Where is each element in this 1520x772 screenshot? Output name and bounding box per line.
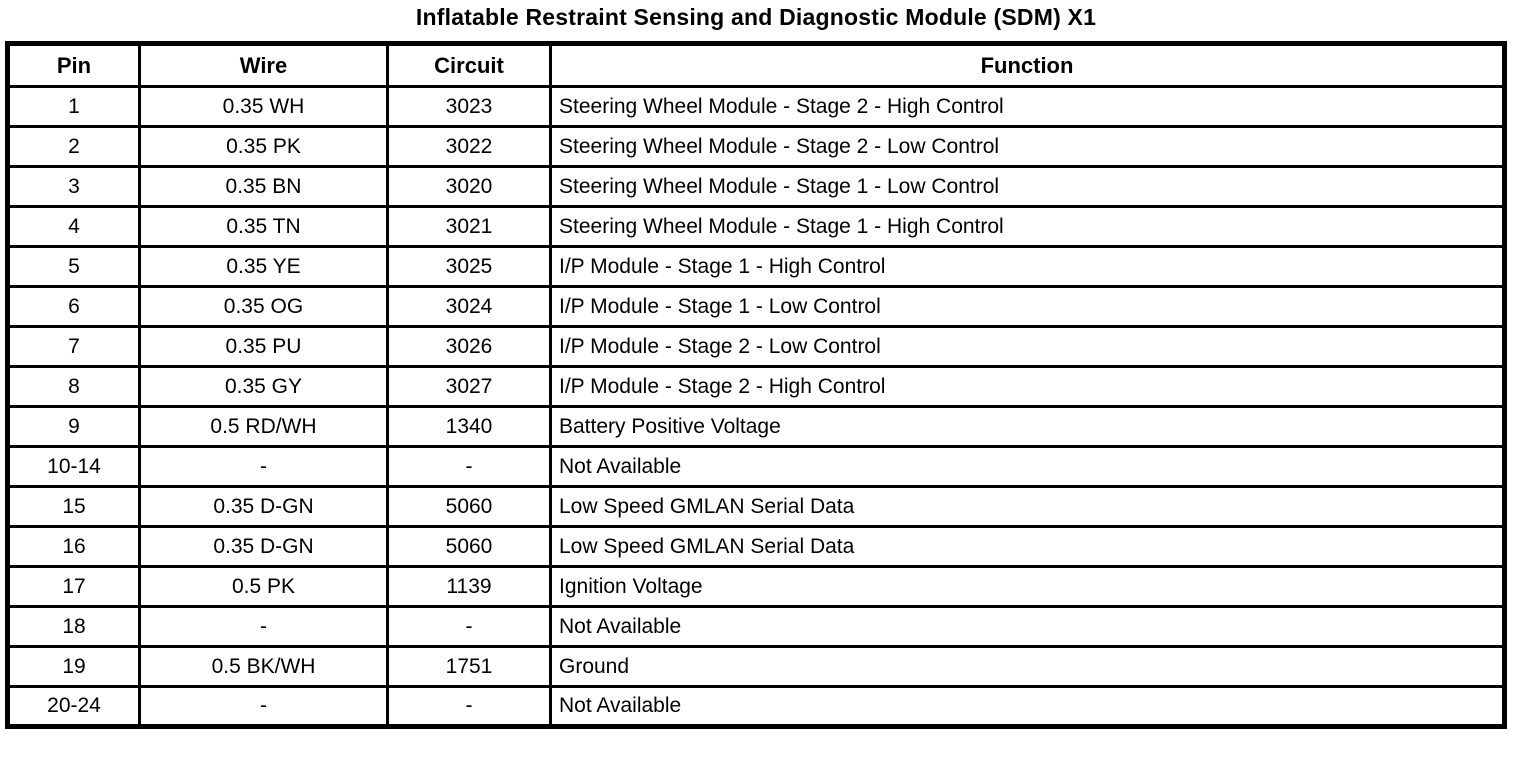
cell-wire: 0.5 BK/WH [138, 645, 389, 688]
cell-wire: 0.35 GY [138, 365, 389, 408]
cell-wire: 0.35 TN [138, 205, 389, 248]
cell-function: Steering Wheel Module - Stage 1 - Low Co… [549, 165, 1506, 208]
cell-wire: 0.35 YE [138, 245, 389, 288]
cell-pin: 9 [6, 405, 141, 448]
cell-wire: 0.35 BN [138, 165, 389, 208]
table-row: 16 0.35 D-GN 5060 Low Speed GMLAN Serial Da… [6, 525, 1506, 568]
cell-circuit: 3027 [386, 365, 552, 408]
cell-function: Low Speed GMLAN Serial Data [549, 485, 1506, 528]
cell-wire: 0.35 D-GN [138, 485, 389, 528]
page-title: Inflatable Restraint Sensing and Diagnos… [415, 4, 1097, 30]
column-header-pin: Pin [6, 42, 141, 88]
cell-circuit: 5060 [386, 525, 552, 568]
cell-function: I/P Module - Stage 1 - High Control [549, 245, 1506, 288]
cell-pin: 10-14 [6, 445, 141, 488]
cell-circuit: 1139 [386, 565, 552, 608]
column-header-wire: Wire [138, 42, 389, 88]
cell-pin: 1 [6, 85, 141, 128]
cell-circuit: 3020 [386, 165, 552, 208]
table-row: 2 0.35 PK 3022 Steering Wheel Module - Stag… [6, 125, 1506, 168]
cell-wire: - [138, 445, 389, 488]
cell-function: Ground [549, 645, 1506, 688]
cell-function: I/P Module - Stage 2 - Low Control [549, 325, 1506, 368]
cell-pin: 19 [6, 645, 141, 688]
cell-wire: - [138, 685, 389, 728]
cell-circuit: 3023 [386, 85, 552, 128]
table-header-row: Pin Wire Circuit Function [6, 42, 1506, 88]
table-row: 3 0.35 BN 3020 Steering Wheel Module - Stag… [6, 165, 1506, 208]
cell-wire: 0.35 PK [138, 125, 389, 168]
table-row: 1 0.35 WH 3023 Steering Wheel Module - Stag… [6, 85, 1506, 128]
cell-circuit: 3022 [386, 125, 552, 168]
table-row: 8 0.35 GY 3027 I/P Module - Stage 2 - High … [6, 365, 1506, 408]
table-row: 10-14- - Not Available [6, 445, 1506, 488]
cell-pin: 5 [6, 245, 141, 288]
cell-wire: 0.5 PK [138, 565, 389, 608]
table-row: 4 0.35 TN 3021 Steering Wheel Module - Stag… [6, 205, 1506, 248]
cell-pin: 4 [6, 205, 141, 248]
cell-pin: 17 [6, 565, 141, 608]
table-row: 9 0.5 RD/WH 1340 Battery Positive Voltage [6, 405, 1506, 448]
table-body: 1 0.35 WH 3023 Steering Wheel Module - Stag… [6, 85, 1506, 728]
table-row: 15 0.35 D-GN 5060 Low Speed GMLAN Serial Da… [6, 485, 1506, 528]
cell-function: Not Available [549, 685, 1506, 728]
cell-pin: 3 [6, 165, 141, 208]
cell-pin: 18 [6, 605, 141, 648]
cell-wire: - [138, 605, 389, 648]
cell-function: Battery Positive Voltage [549, 405, 1506, 448]
cell-function: Ignition Voltage [549, 565, 1506, 608]
cell-wire: 0.5 RD/WH [138, 405, 389, 448]
cell-function: Steering Wheel Module - Stage 1 - High C… [549, 205, 1506, 248]
table-row: 5 0.35 YE 3025 I/P Module - Stage 1 - High … [6, 245, 1506, 288]
cell-circuit: - [386, 685, 552, 728]
table-row: 18- - Not Available [6, 605, 1506, 648]
cell-circuit: 3025 [386, 245, 552, 288]
cell-function: I/P Module - Stage 1 - Low Control [549, 285, 1506, 328]
cell-wire: 0.35 WH [138, 85, 389, 128]
cell-pin: 8 [6, 365, 141, 408]
table-row: 19 0.5 BK/WH 1751 Ground [6, 645, 1506, 688]
cell-circuit: 1340 [386, 405, 552, 448]
cell-function: Low Speed GMLAN Serial Data [549, 525, 1506, 568]
cell-circuit: 3021 [386, 205, 552, 248]
table-row: 20-24- - Not Available [6, 685, 1506, 728]
cell-circuit: 5060 [386, 485, 552, 528]
cell-pin: 7 [6, 325, 141, 368]
cell-pin: 6 [6, 285, 141, 328]
cell-function: Not Available [549, 605, 1506, 648]
cell-circuit: - [386, 605, 552, 648]
column-header-function: Function [549, 42, 1506, 88]
cell-circuit: 3024 [386, 285, 552, 328]
table-row: 17 0.5 PK 1139 Ignition Voltage [6, 565, 1506, 608]
cell-function: Steering Wheel Module - Stage 2 - High C… [549, 85, 1506, 128]
cell-wire: 0.35 D-GN [138, 525, 389, 568]
table-row: 6 0.35 OG 3024 I/P Module - Stage 1 - Low C… [6, 285, 1506, 328]
cell-pin: 20-24 [6, 685, 141, 728]
cell-function: Not Available [549, 445, 1506, 488]
cell-pin: 15 [6, 485, 141, 528]
cell-function: I/P Module - Stage 2 - High Control [549, 365, 1506, 408]
cell-circuit: - [386, 445, 552, 488]
cell-wire: 0.35 OG [138, 285, 389, 328]
column-header-circuit: Circuit [386, 42, 552, 88]
pinout-table: Pin Wire Circuit Function 1 0.35 WH 3023 St… [5, 41, 1507, 729]
cell-pin: 2 [6, 125, 141, 168]
cell-wire: 0.35 PU [138, 325, 389, 368]
cell-circuit: 1751 [386, 645, 552, 688]
cell-circuit: 3026 [386, 325, 552, 368]
cell-pin: 16 [6, 525, 141, 568]
cell-function: Steering Wheel Module - Stage 2 - Low Co… [549, 125, 1506, 168]
table-row: 7 0.35 PU 3026 I/P Module - Stage 2 - Low C… [6, 325, 1506, 368]
